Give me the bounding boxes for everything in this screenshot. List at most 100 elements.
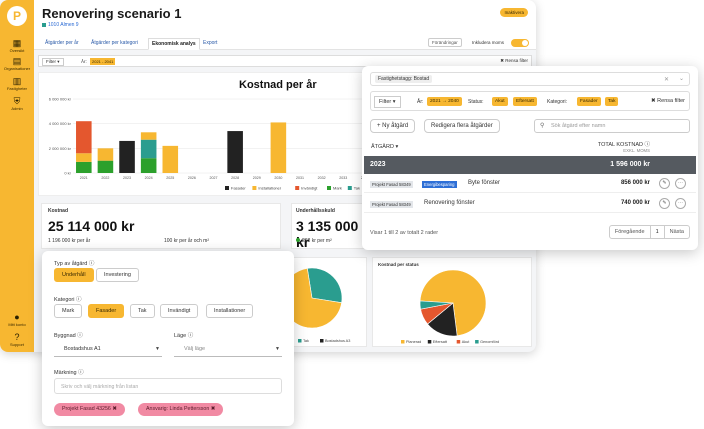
edit-multiple-button[interactable]: Redigera flera åtgärder (424, 119, 500, 133)
more-icon[interactable]: ⋯ (675, 198, 686, 209)
x-tick-label: 2028 (231, 176, 239, 180)
filter-button[interactable]: Filter ▾ (42, 58, 64, 66)
close-icon[interactable]: ✕ (663, 77, 669, 83)
page-title: Renovering scenario 1 (42, 6, 182, 21)
measure-cost: 856 000 kr (620, 180, 650, 186)
legend-label: Planerad (406, 340, 421, 344)
property-tag-chip[interactable]: Fastighetstagg: Bostad (375, 75, 433, 83)
column-header-atgard[interactable]: ÅTGÄRD ▾ (371, 144, 399, 150)
more-icon[interactable]: ⋯ (675, 178, 686, 189)
x-tick-label: 2032 (318, 176, 326, 180)
x-tick-label: 2022 (101, 176, 109, 180)
sidebar-item-oversikt[interactable]: ▦ Översikt (0, 38, 34, 53)
tab-export[interactable]: Export (203, 40, 218, 46)
x-tick-label: 2033 (339, 176, 347, 180)
search-input[interactable]: ⚲ Sök åtgärd efter namn (534, 119, 690, 133)
byggnad-select[interactable]: Bostadshus A1 ▼ (54, 343, 162, 357)
pie-card-status: Kostnad per status Planerad Eftersatt Akut… (372, 257, 532, 347)
project-tag-chip[interactable]: Projekt Fasad 43256 ✖ (54, 403, 125, 416)
x-tick-label: 2030 (274, 176, 282, 180)
tag-filter-row[interactable]: Fastighetstagg: Bostad ✕ ⌄ (370, 72, 690, 86)
page-1-button[interactable]: 1 (649, 226, 665, 238)
bar-segment (97, 160, 114, 173)
legend-label: Tak (303, 339, 309, 343)
energy-tag-chip[interactable]: Energibesparing (422, 181, 457, 188)
kategori-mark-button[interactable]: Mark (54, 304, 83, 318)
kategori-invandigt-button[interactable]: Invändigt (160, 304, 199, 318)
y-tick-label: 2 000 000 kr (49, 146, 72, 151)
sidebar-item-support[interactable]: ? Support (0, 332, 34, 347)
tab-atgarder-per-ar[interactable]: Åtgärder per år (45, 40, 79, 46)
inactivate-button[interactable]: Inaktivera (500, 8, 528, 17)
year-chip[interactable]: 2021 - 2041 (90, 58, 116, 65)
sidebar-item-label: Mitt konto (8, 322, 26, 327)
tab-atgarder-per-kategori[interactable]: Åtgärder per kategori (91, 40, 138, 46)
x-tick-label: 2026 (188, 176, 196, 180)
x-tick-label: 2023 (123, 176, 131, 180)
new-measure-button[interactable]: + Ny åtgärd (370, 119, 416, 133)
table-year-chip[interactable]: 2021 → 2040 (427, 97, 462, 106)
clear-filter-button[interactable]: ✖ Rensa filter (500, 58, 528, 63)
status-chip-eftersatt[interactable]: Eftersatt (513, 97, 537, 106)
legend-label: Tak (354, 186, 360, 191)
markning-input[interactable]: Skriv och välj märkning från listan (54, 378, 282, 394)
column-header-total-sub: EXKL. MOMS (623, 148, 650, 153)
sidebar-item-organisationer[interactable]: ▤ Organisationer (0, 56, 34, 71)
kategori-installationer-button[interactable]: Installationer (206, 304, 254, 318)
pagination: Föregående 1 Nästa (608, 225, 690, 239)
year-label: År: (81, 59, 87, 64)
responsible-tag-chip[interactable]: Ansvarig: Linda Pettersson ✖ (138, 403, 224, 416)
kategori-tak-button[interactable]: Tak (130, 304, 155, 318)
measure-name[interactable]: Renovering fönster (424, 200, 475, 206)
property-subtitle[interactable]: 1010 Almen 9 (42, 22, 79, 28)
sidebar-item-mitt-konto[interactable]: ● Mitt konto (0, 312, 34, 327)
column-header-total[interactable]: TOTAL KOSTNAD ⓘ EXKL. MOMS (598, 140, 650, 153)
pie-slice (306, 267, 343, 304)
measures-table-window: Fastighetstagg: Bostad ✕ ⌄ Filter ▾ År: … (362, 66, 698, 250)
typ-investering-button[interactable]: Investering (96, 268, 139, 282)
header: Renovering scenario 1 1010 Almen 9 Inakt… (34, 0, 536, 36)
bar-segment (97, 148, 114, 161)
sidebar-item-admin[interactable]: ⛨ Admin (0, 96, 34, 111)
kostnad-card: Kostnad 25 114 000 kr 1 196 000 kr per å… (41, 203, 281, 249)
grid-icon: ▦ (12, 38, 22, 48)
kategori-chip-tak[interactable]: Tak (605, 97, 619, 106)
legend-label: Akut (462, 340, 471, 344)
chevron-down-icon[interactable]: ⌄ (678, 76, 684, 82)
lage-select[interactable]: Välj läge ▼ (174, 343, 282, 357)
edit-icon[interactable]: ✎ (659, 178, 670, 189)
measure-name[interactable]: Byte fönster (468, 180, 501, 186)
tab-ekonomisk-analys[interactable]: Ekonomisk analys (148, 38, 200, 50)
changes-button[interactable]: Förändringar (428, 38, 462, 47)
edit-icon[interactable]: ✎ (659, 198, 670, 209)
year-group-row[interactable]: 2023 1 596 000 kr (364, 156, 696, 174)
kategori-chip-fasader[interactable]: Fasader (577, 97, 601, 106)
bar-segment (76, 161, 92, 173)
include-vat-label: Inkludera moms (472, 40, 505, 45)
sidebar-item-fastigheter[interactable]: ▥ Fastigheter (0, 76, 34, 91)
prev-page-button[interactable]: Föregående (614, 229, 645, 235)
kategori-fasader-button[interactable]: Fasader (88, 304, 125, 318)
table-clear-filter-button[interactable]: ✖ Rensa filter (651, 98, 685, 104)
app-logo[interactable]: P (7, 6, 27, 26)
table-row[interactable]: Projekt Fasad 58349 Energibesparing Byte… (364, 175, 696, 193)
project-chip[interactable]: Projekt Fasad 58349 (370, 201, 413, 208)
typ-underhall-button[interactable]: Underhåll (54, 268, 94, 282)
table-row[interactable]: Projekt Fasad 58349 Renovering fönster 7… (364, 195, 696, 213)
year-group-total: 1 596 000 kr (610, 161, 650, 168)
property-square-icon (42, 22, 46, 27)
project-chip[interactable]: Projekt Fasad 58349 (370, 181, 413, 188)
kostnad-per-m2: 100 kr per år och m² (164, 238, 210, 244)
pie-chart-status: Planerad Eftersatt Akut Genomförd (401, 269, 499, 344)
property-icon: ▥ (12, 76, 22, 86)
table-filter-button[interactable]: Filter ▾ (374, 96, 401, 108)
next-page-button[interactable]: Nästa (669, 229, 684, 235)
kostnad-value: 25 114 000 kr (48, 218, 135, 234)
include-vat-toggle[interactable] (511, 39, 529, 47)
legend-label: Bostadshus A3 (325, 339, 350, 343)
bar-segment (227, 131, 243, 173)
status-chip-akut[interactable]: Akut (492, 97, 508, 106)
sidebar-item-label: Admin (11, 106, 23, 111)
x-tick-label: 2025 (166, 176, 174, 180)
